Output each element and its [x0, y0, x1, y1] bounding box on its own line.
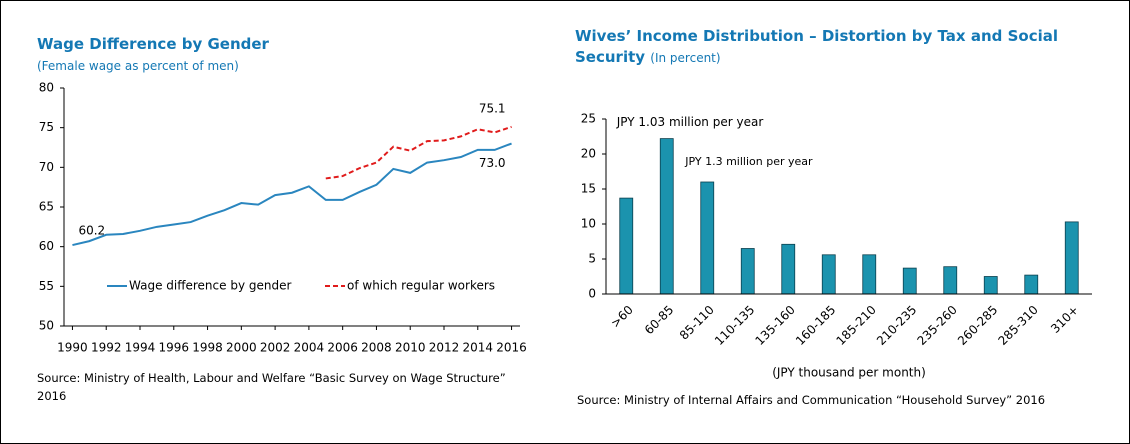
x-tick-label: 1994	[125, 341, 156, 355]
y-tick-label: 5	[588, 252, 596, 266]
x-tick-label: 2016	[496, 341, 527, 355]
annotation: JPY 1.03 million per year	[616, 115, 764, 129]
y-tick-label: 0	[588, 287, 596, 301]
x-tick-label: 2006	[327, 341, 358, 355]
chart-title: Wage Difference by Gender	[37, 35, 269, 53]
y-tick-label: 25	[581, 112, 596, 126]
y-tick-label: 10	[581, 217, 596, 231]
legend-label: Wage difference by gender	[129, 279, 291, 293]
data-label: 73.0	[479, 156, 506, 170]
y-tick-label: 80	[39, 81, 54, 95]
bar	[902, 267, 917, 295]
y-tick-label: 65	[39, 200, 54, 214]
x-tick-label: 1998	[192, 341, 223, 355]
data-label: 60.2	[78, 224, 105, 238]
x-tick-label: 2008	[361, 341, 392, 355]
chart-title: Wives’ Income Distribution – Distortion …	[575, 27, 1058, 66]
x-tick-label: 2014	[463, 341, 494, 355]
data-label: 75.1	[479, 101, 506, 115]
line-series	[72, 142, 512, 247]
legend-label: of which regular workers	[347, 279, 495, 293]
bar	[862, 254, 877, 295]
x-axis-label: (JPY thousand per month)	[772, 366, 926, 380]
bar	[619, 197, 634, 295]
bar	[659, 138, 674, 295]
y-tick-label: 60	[39, 239, 54, 253]
y-tick-label: 55	[39, 279, 54, 293]
x-tick-label: 1992	[91, 341, 122, 355]
bar	[1024, 274, 1039, 295]
line-series	[325, 125, 512, 180]
bar	[781, 243, 796, 295]
bar	[740, 248, 755, 295]
annotation: JPY 1.3 million per year	[684, 155, 813, 168]
y-tick-label: 50	[39, 319, 54, 333]
source: Source: Ministry of Health, Labour and W…	[37, 371, 506, 403]
bar	[983, 276, 998, 295]
x-tick-label: 2010	[395, 341, 426, 355]
x-tick-label: 2012	[429, 341, 460, 355]
bar	[700, 181, 715, 295]
x-tick-label: 2002	[260, 341, 291, 355]
subtitle: (In percent)	[650, 51, 721, 65]
source: Source: Ministry of Internal Affairs and…	[577, 393, 1046, 407]
bar	[821, 254, 836, 295]
y-tick-label: 20	[581, 147, 596, 161]
bar	[943, 266, 958, 295]
y-tick-label: 75	[39, 120, 54, 134]
bar	[1064, 221, 1079, 295]
title-block: Wives’ Income Distribution – Distortion …	[575, 26, 1105, 69]
subtitle: (Female wage as percent of men)	[37, 59, 239, 73]
x-tick-label: 2004	[294, 341, 325, 355]
y-tick-label: 15	[581, 182, 596, 196]
x-tick-label: 1990	[57, 341, 88, 355]
x-tick-label: 1996	[159, 341, 190, 355]
x-tick-label: 2000	[226, 341, 257, 355]
title-block: Wage Difference by Gender (Female wage a…	[37, 34, 269, 77]
y-tick-label: 70	[39, 160, 54, 174]
